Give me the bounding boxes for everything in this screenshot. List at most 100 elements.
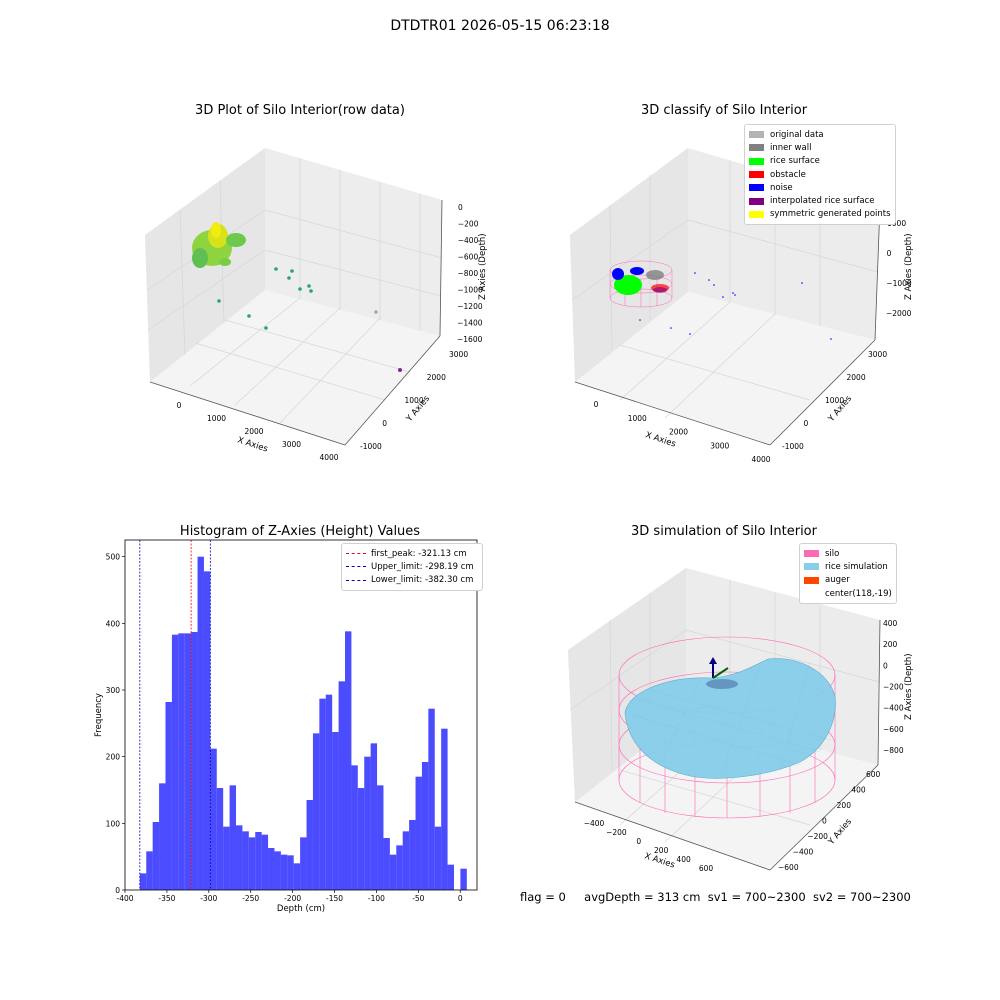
- raw-point-cluster: [192, 222, 246, 268]
- sim-z-tick: −600: [883, 725, 904, 734]
- raw-grid: [146, 158, 443, 424]
- raw-z-tick: 0: [458, 203, 463, 212]
- histogram-y-tick: 400: [106, 619, 121, 628]
- histogram-bar: [300, 837, 307, 890]
- histogram-legend-line: [346, 579, 366, 581]
- sim-ylabel: Y Axies: [826, 817, 854, 848]
- sim-legend-label: auger: [825, 575, 850, 586]
- classify-legend-label: inner wall: [770, 142, 812, 153]
- classify-legend-label: rice surface: [770, 156, 820, 167]
- classify-legend-swatch: [749, 184, 764, 192]
- sim-y-tick: 400: [851, 786, 866, 795]
- histogram-bar: [287, 855, 294, 890]
- classify-legend-label: symmetric generated points: [770, 209, 891, 220]
- raw-z-tick: −200: [458, 220, 479, 229]
- histogram-bar: [165, 702, 172, 890]
- classify-y-tick: 2000: [847, 373, 866, 382]
- sim-legend-swatch: [804, 550, 819, 558]
- histogram-bar: [159, 783, 166, 890]
- sim-z-tick: −200: [883, 683, 904, 692]
- classify-legend-entry: interpolated rice surface: [749, 194, 891, 207]
- histogram-bar: [280, 854, 288, 890]
- histogram-bar: [441, 728, 448, 890]
- sim-panel-title: 3D simulation of Silo Interior: [631, 524, 817, 539]
- raw-y-tick: 2000: [427, 373, 446, 382]
- histogram-bar: [332, 732, 339, 890]
- raw-xlabel: X Axies: [236, 435, 269, 454]
- histogram-bar: [402, 831, 410, 890]
- histogram-bar: [409, 820, 416, 890]
- raw-z-tick: −1000: [457, 286, 483, 295]
- histogram-x-tick: -100: [368, 894, 385, 903]
- raw-panel-title: 3D Plot of Silo Interior(row data): [195, 103, 405, 118]
- histogram-bar: [197, 556, 204, 890]
- raw-zlabel: Z Axies (Depth): [478, 233, 488, 300]
- classify-legend-entry: original data: [749, 128, 891, 141]
- classify-legend-swatch: [749, 144, 764, 152]
- classify-y-tick: -1000: [782, 442, 804, 451]
- avg-depth-text: avgDepth = 313 cm: [584, 890, 701, 904]
- histogram-bar: [460, 868, 467, 890]
- sim-y-tick: 0: [822, 817, 827, 826]
- sim-x-tick: 400: [676, 855, 691, 864]
- histogram-legend-line: [346, 553, 366, 555]
- histogram-bar: [139, 873, 147, 890]
- raw-z-tick: −600: [458, 253, 479, 262]
- classify-y-tick: 0: [804, 419, 809, 428]
- histogram-bar: [396, 845, 403, 890]
- histogram-bar: [223, 826, 230, 890]
- histogram-x-tick: -300: [200, 894, 217, 903]
- classify-x-tick: 0: [594, 400, 599, 409]
- raw-z-tick: −1200: [457, 302, 483, 311]
- classify-x-tick: 4000: [751, 455, 770, 464]
- classify-legend-label: original data: [770, 129, 824, 140]
- sim-legend-label: rice simulation: [825, 561, 888, 572]
- sim-x-tick: −200: [606, 828, 627, 837]
- classify-legend: original data inner wall rice surface obsta…: [744, 124, 896, 226]
- sim-legend-label: silo: [825, 548, 840, 559]
- histogram-bar: [364, 756, 371, 890]
- histogram-bar: [274, 851, 281, 890]
- sv2-text: sv2 = 700~2300: [812, 890, 911, 904]
- sim-legend-entry: rice simulation: [804, 560, 892, 573]
- raw-axis-lines: [149, 199, 443, 446]
- histogram-bar: [229, 785, 237, 890]
- histogram-y-tick: 200: [106, 753, 121, 762]
- sim-x-tick: −400: [584, 819, 605, 828]
- flag-text: flag = 0: [520, 890, 566, 904]
- raw-3d-plot: 0 1000 2000 3000 4000 -1000 0 1000 2000 3000 0 −2…: [145, 148, 488, 462]
- histogram-x-tick: -250: [242, 894, 259, 903]
- sim-y-tick: 600: [866, 770, 881, 779]
- histogram-bar: [248, 837, 256, 890]
- figure-title: DTDTR01 2026-05-15 06:23:18: [390, 18, 610, 34]
- sim-x-tick: 0: [636, 837, 641, 846]
- histogram-bar: [255, 832, 262, 890]
- sim-legend-swatch: [804, 590, 819, 597]
- histogram-y-tick: 500: [106, 553, 121, 562]
- classify-z-tick: −1000: [886, 279, 912, 288]
- sim-rice-surface: [624, 658, 836, 779]
- histogram-bar: [210, 748, 217, 890]
- classify-legend-entry: rice surface: [749, 155, 891, 168]
- classify-legend-swatch: [749, 210, 764, 218]
- simulation-legend: silo rice simulation auger center(118,-19): [799, 543, 897, 605]
- histogram-bar: [191, 632, 198, 890]
- raw-z-tick: −400: [458, 236, 479, 245]
- sim-z-tick: 200: [883, 640, 898, 649]
- histogram-bar: [377, 785, 384, 890]
- raw-x-tick: 2000: [244, 427, 263, 436]
- classify-legend-label: noise: [770, 182, 793, 193]
- histogram-bar: [434, 826, 442, 890]
- histogram-x-tick: -50: [412, 894, 424, 903]
- classify-panel-title: 3D classify of Silo Interior: [640, 103, 808, 118]
- raw-y-tick: -1000: [360, 442, 382, 451]
- sim-z-tick: −400: [883, 704, 904, 713]
- histogram-legend-entry: first_peak: -321.13 cm: [346, 547, 478, 560]
- histogram-x-tick: -200: [284, 894, 301, 903]
- histogram-y-tick: 300: [106, 686, 121, 695]
- histogram-bar: [171, 634, 179, 890]
- histogram-x-tick: -400: [116, 894, 133, 903]
- histogram-bar: [306, 800, 313, 890]
- raw-x-tick: 4000: [319, 453, 338, 462]
